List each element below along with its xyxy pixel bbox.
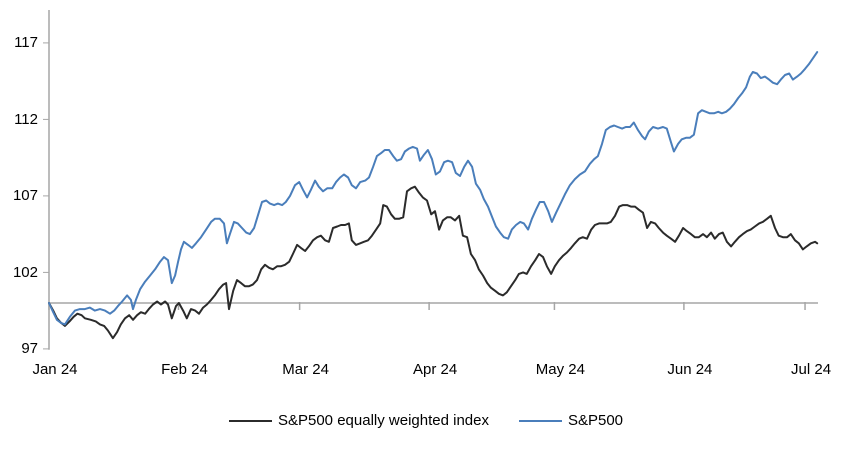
- series-line-sp500: [48, 51, 819, 326]
- y-axis-tick-label-112: 112: [14, 110, 38, 128]
- x-axis-tick-label-jun-24: Jun 24: [667, 361, 713, 378]
- legend-line-swatch-sp500: [518, 419, 562, 423]
- x-axis-tick-label-apr-24: Apr 24: [412, 361, 458, 378]
- x-axis-tick-label-jul-24: Jul 24: [791, 361, 832, 378]
- y-axis-tick-label-97: 97: [21, 340, 38, 358]
- x-axis-tick-label-mar-24: Mar 24: [282, 361, 329, 378]
- legend-line-swatch-equal-weight: [228, 419, 272, 423]
- legend-label-sp500: S&P500: [567, 412, 624, 429]
- x-axis-tick-label-may-24: May 24: [535, 361, 585, 378]
- series-line-equal-weight: [48, 185, 819, 340]
- legend: S&P500 equally weighted index S&P500: [0, 412, 852, 430]
- y-axis-tick-label-102: 102: [12, 263, 38, 281]
- legend-label-equal-weight: S&P500 equally weighted index: [277, 412, 489, 429]
- y-axis-tick-label-117: 117: [14, 34, 38, 52]
- legend-item-sp500: S&P500: [518, 412, 624, 430]
- y-axis-tick-label-107: 107: [12, 187, 38, 205]
- x-axis-tick-label-jan-24: Jan 24: [32, 361, 78, 378]
- legend-item-equal-weight: S&P500 equally weighted index: [228, 412, 489, 430]
- x-axis-tick-label-feb-24: Feb 24: [161, 361, 208, 378]
